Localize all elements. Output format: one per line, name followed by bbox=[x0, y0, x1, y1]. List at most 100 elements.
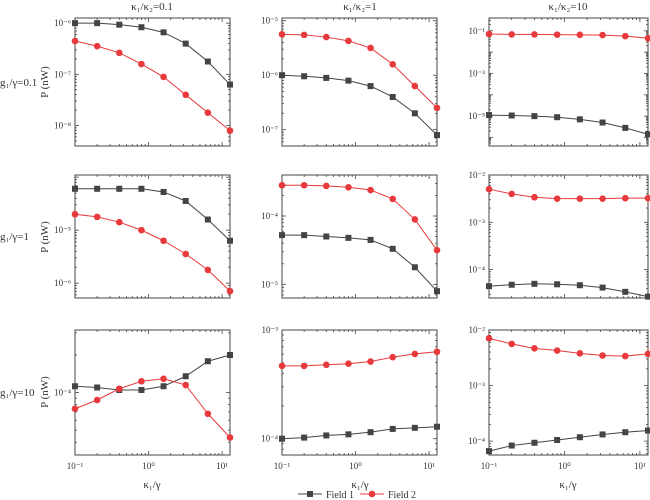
data-point-field-2 bbox=[485, 335, 493, 342]
x-tick-label: 10⁻¹ bbox=[481, 461, 498, 471]
row-label: g₁/γ=10 bbox=[0, 387, 35, 399]
data-point-field-1 bbox=[411, 264, 418, 271]
series-line-field-1 bbox=[281, 426, 438, 440]
row-label: g₁/γ=1 bbox=[0, 231, 29, 243]
y-tick-label: 10⁻³ bbox=[469, 68, 486, 78]
data-point-field-2 bbox=[508, 340, 516, 348]
data-point-field-1 bbox=[411, 110, 418, 117]
x-tick-label: 10⁰ bbox=[558, 461, 571, 471]
data-point-field-1 bbox=[301, 434, 308, 441]
legend: Field 1 Field 2 bbox=[298, 490, 416, 500]
data-point-field-2 bbox=[553, 31, 561, 38]
data-point-field-2 bbox=[367, 358, 374, 365]
series-line-field-2 bbox=[74, 213, 231, 292]
data-point-field-1 bbox=[486, 448, 492, 455]
data-point-field-1 bbox=[434, 288, 440, 295]
data-point-field-1 bbox=[531, 280, 538, 287]
data-point-field-2 bbox=[345, 360, 352, 367]
series-line-field-1 bbox=[74, 354, 231, 391]
data-point-field-2 bbox=[621, 194, 629, 202]
data-point-field-2 bbox=[71, 405, 79, 413]
series-line-field-2 bbox=[488, 188, 648, 200]
y-tick-label: 10⁻² bbox=[469, 170, 486, 180]
data-point-field-2 bbox=[300, 362, 308, 370]
series-line-field-1 bbox=[75, 22, 231, 85]
x-tick-label: 10¹ bbox=[423, 461, 435, 471]
series-line-field-1 bbox=[488, 430, 649, 452]
data-point-field-2 bbox=[138, 226, 145, 234]
data-point-field-2 bbox=[389, 195, 397, 203]
x-tick-label: 10¹ bbox=[634, 461, 646, 471]
data-point-field-1 bbox=[182, 197, 189, 204]
data-point-field-1 bbox=[389, 93, 396, 100]
data-point-field-2 bbox=[389, 353, 397, 361]
data-point-field-1 bbox=[645, 131, 650, 138]
data-point-field-1 bbox=[182, 40, 189, 47]
data-point-field-2 bbox=[115, 49, 123, 57]
data-point-field-2 bbox=[531, 193, 538, 201]
data-point-field-1 bbox=[486, 112, 492, 119]
data-point-field-2 bbox=[115, 218, 123, 226]
data-point-field-1 bbox=[554, 437, 561, 443]
data-point-field-1 bbox=[645, 427, 650, 434]
data-point-field-1 bbox=[301, 232, 308, 239]
panel: 10⁻² 10⁻³ 10⁻⁴ bbox=[468, 170, 650, 300]
y-tick-label: 10⁻⁴ bbox=[261, 211, 278, 221]
data-point-field-1 bbox=[367, 429, 374, 436]
series-line-field-2 bbox=[74, 378, 231, 438]
data-point-field-1 bbox=[645, 293, 650, 300]
x-tick-label: 10⁰ bbox=[349, 461, 362, 471]
series-line-field-2 bbox=[488, 33, 649, 39]
plot-frame bbox=[281, 17, 438, 147]
data-point-field-2 bbox=[621, 352, 629, 360]
x-tick-label: 10⁻¹ bbox=[274, 461, 291, 471]
column-title: κ₁/κ₂=0.1 bbox=[131, 1, 173, 13]
y-tick-label: 10⁻³ bbox=[469, 217, 486, 227]
data-point-field-2 bbox=[644, 34, 650, 42]
data-point-field-2 bbox=[322, 33, 330, 41]
data-point-field-1 bbox=[138, 185, 145, 192]
data-point-field-2 bbox=[508, 31, 516, 38]
data-point-field-2 bbox=[389, 60, 397, 68]
y-tick-label: 10⁻⁵ bbox=[261, 279, 278, 289]
data-point-field-1 bbox=[227, 81, 233, 88]
data-point-field-1 bbox=[508, 442, 515, 449]
data-point-field-2 bbox=[93, 396, 101, 404]
series-line-field-2 bbox=[282, 351, 438, 367]
x-tick-label: 10⁻¹ bbox=[67, 461, 84, 471]
data-point-field-2 bbox=[599, 195, 606, 202]
plot-frame bbox=[281, 329, 438, 456]
series-line-field-1 bbox=[282, 234, 438, 292]
data-point-field-2 bbox=[278, 181, 286, 189]
data-point-field-1 bbox=[204, 58, 211, 65]
data-point-field-2 bbox=[621, 32, 629, 40]
data-point-field-1 bbox=[434, 132, 440, 139]
data-point-field-2 bbox=[508, 190, 516, 198]
data-point-field-1 bbox=[554, 114, 561, 121]
data-point-field-2 bbox=[300, 181, 308, 189]
data-point-field-1 bbox=[345, 234, 352, 241]
y-axis-labels: P (nW) P (nW) P (nW) bbox=[39, 66, 51, 408]
data-point-field-1 bbox=[116, 185, 123, 192]
series-line-field-1 bbox=[488, 114, 649, 135]
data-point-field-1 bbox=[345, 431, 352, 438]
data-point-field-1 bbox=[389, 245, 396, 252]
x-tick-label: 10¹ bbox=[216, 461, 228, 471]
data-point-field-2 bbox=[433, 104, 441, 112]
series-line-field-2 bbox=[488, 337, 649, 357]
data-point-field-2 bbox=[93, 213, 101, 221]
series-line-field-2 bbox=[282, 184, 438, 251]
data-point-field-1 bbox=[367, 236, 374, 243]
y-tick-label: 10⁻¹ bbox=[469, 26, 486, 36]
data-point-field-1 bbox=[94, 384, 101, 391]
series-line-field-2 bbox=[281, 33, 438, 109]
plot-frame bbox=[74, 329, 231, 456]
y-tick-label: 10⁻⁵ bbox=[261, 16, 278, 26]
data-point-field-2 bbox=[93, 42, 101, 50]
data-point-field-2 bbox=[300, 31, 308, 39]
data-point-field-1 bbox=[486, 283, 492, 290]
data-point-field-2 bbox=[553, 195, 561, 202]
data-point-field-1 bbox=[204, 358, 211, 365]
data-point-field-1 bbox=[622, 429, 629, 436]
x-axis-labels: κ₁/γ κ₁/γ κ₁/γ bbox=[143, 479, 576, 491]
